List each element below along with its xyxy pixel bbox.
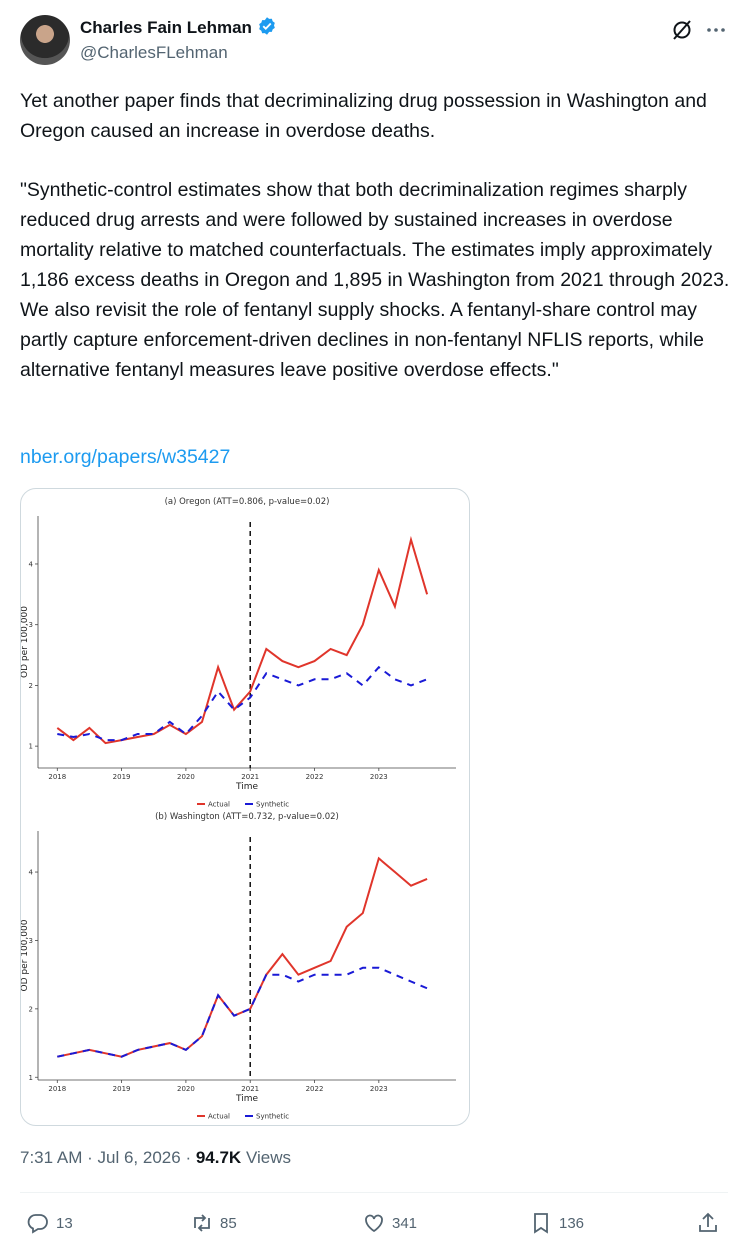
bookmark-count: 136 bbox=[559, 1214, 585, 1232]
x-tick-label: 2022 bbox=[306, 773, 324, 781]
display-name[interactable]: Charles Fain Lehman bbox=[80, 16, 277, 38]
y-tick-label: 2 bbox=[29, 1005, 33, 1013]
y-tick-label: 1 bbox=[29, 743, 33, 751]
x-tick-label: 2020 bbox=[177, 773, 195, 781]
bookmark-icon bbox=[534, 1213, 548, 1234]
y-tick-label: 3 bbox=[29, 621, 33, 629]
tweet-paragraph: "Synthetic-control estimates show that b… bbox=[20, 179, 730, 381]
like-button[interactable]: 341 bbox=[362, 1208, 417, 1238]
media-image[interactable]: (a) Oregon (ATT=0.806, p-value=0.02) 1 2 3 4… bbox=[20, 488, 470, 1126]
legend-label: Synthetic bbox=[256, 1113, 289, 1121]
x-tick-label: 2019 bbox=[113, 1085, 131, 1093]
series-line bbox=[56, 535, 429, 745]
avatar[interactable] bbox=[20, 15, 70, 65]
separator: · bbox=[87, 1148, 93, 1167]
repost-count: 85 bbox=[220, 1214, 237, 1232]
x-tick-label: 2021 bbox=[241, 773, 259, 781]
y-tick-label: 2 bbox=[29, 682, 33, 690]
views-count: 94.7K bbox=[195, 1148, 242, 1167]
reply-icon bbox=[27, 1214, 48, 1234]
handle[interactable]: @CharlesFLehman bbox=[80, 43, 228, 62]
y-tick-label: 1 bbox=[29, 1074, 33, 1082]
x-tick-label: 2022 bbox=[306, 1085, 324, 1093]
x-tick-label: 2018 bbox=[48, 1085, 66, 1093]
y-tick-label: 4 bbox=[29, 869, 34, 877]
divider bbox=[20, 1192, 728, 1193]
series-line bbox=[57, 856, 428, 1058]
verified-badge bbox=[258, 17, 275, 35]
chart-title: (b) Washington (ATT=0.732, p-value=0.02) bbox=[155, 812, 339, 822]
tweet-paragraph: Yet another paper finds that decriminali… bbox=[20, 90, 707, 142]
x-tick-label: 2019 bbox=[113, 773, 131, 781]
charts: (a) Oregon (ATT=0.806, p-value=0.02) 1 2 3 4… bbox=[21, 497, 456, 1121]
separator: · bbox=[185, 1148, 192, 1167]
share-button[interactable] bbox=[696, 1211, 720, 1235]
y-axis-label: OD per 100,000 bbox=[21, 919, 30, 991]
timestamp-row: 7:31 AM · Jul 6, 2026 · 94.7K Views bbox=[20, 1148, 291, 1168]
legend-label: Actual bbox=[208, 1113, 230, 1121]
legend-label: Actual bbox=[208, 801, 230, 809]
repost-icon bbox=[194, 1214, 210, 1232]
date[interactable]: Jul 6, 2026 bbox=[97, 1148, 181, 1167]
x-tick-label: 2021 bbox=[241, 1085, 259, 1093]
y-axis-label: OD per 100,000 bbox=[21, 606, 30, 678]
series-line bbox=[57, 966, 428, 1058]
views-label: Views bbox=[245, 1148, 291, 1167]
x-tick-label: 2018 bbox=[48, 773, 66, 781]
reply-count: 13 bbox=[56, 1214, 73, 1232]
x-tick-label: 2020 bbox=[177, 1085, 195, 1093]
bookmark-button[interactable]: 136 bbox=[529, 1208, 584, 1238]
like-count: 341 bbox=[392, 1214, 418, 1232]
y-tick-label: 3 bbox=[29, 937, 33, 945]
more-button[interactable] bbox=[704, 18, 728, 42]
like-icon bbox=[365, 1214, 383, 1233]
link[interactable]: nber.org/papers/w35427 bbox=[20, 446, 231, 468]
legend-label: Synthetic bbox=[256, 801, 289, 809]
series-line bbox=[57, 665, 428, 742]
reply-button[interactable]: 13 bbox=[26, 1208, 73, 1238]
name-text[interactable]: Charles Fain Lehman bbox=[80, 18, 252, 37]
repost-button[interactable]: 85 bbox=[190, 1208, 237, 1238]
x-tick-label: 2023 bbox=[370, 773, 388, 781]
x-axis-label: Time bbox=[235, 782, 258, 792]
x-tick-label: 2023 bbox=[370, 1085, 388, 1093]
x-axis-label: Time bbox=[235, 1094, 258, 1104]
grok-icon[interactable] bbox=[670, 18, 694, 42]
chart-title: (a) Oregon (ATT=0.806, p-value=0.02) bbox=[165, 497, 330, 507]
time[interactable]: 7:31 AM bbox=[20, 1148, 83, 1167]
y-tick-label: 4 bbox=[29, 560, 34, 568]
